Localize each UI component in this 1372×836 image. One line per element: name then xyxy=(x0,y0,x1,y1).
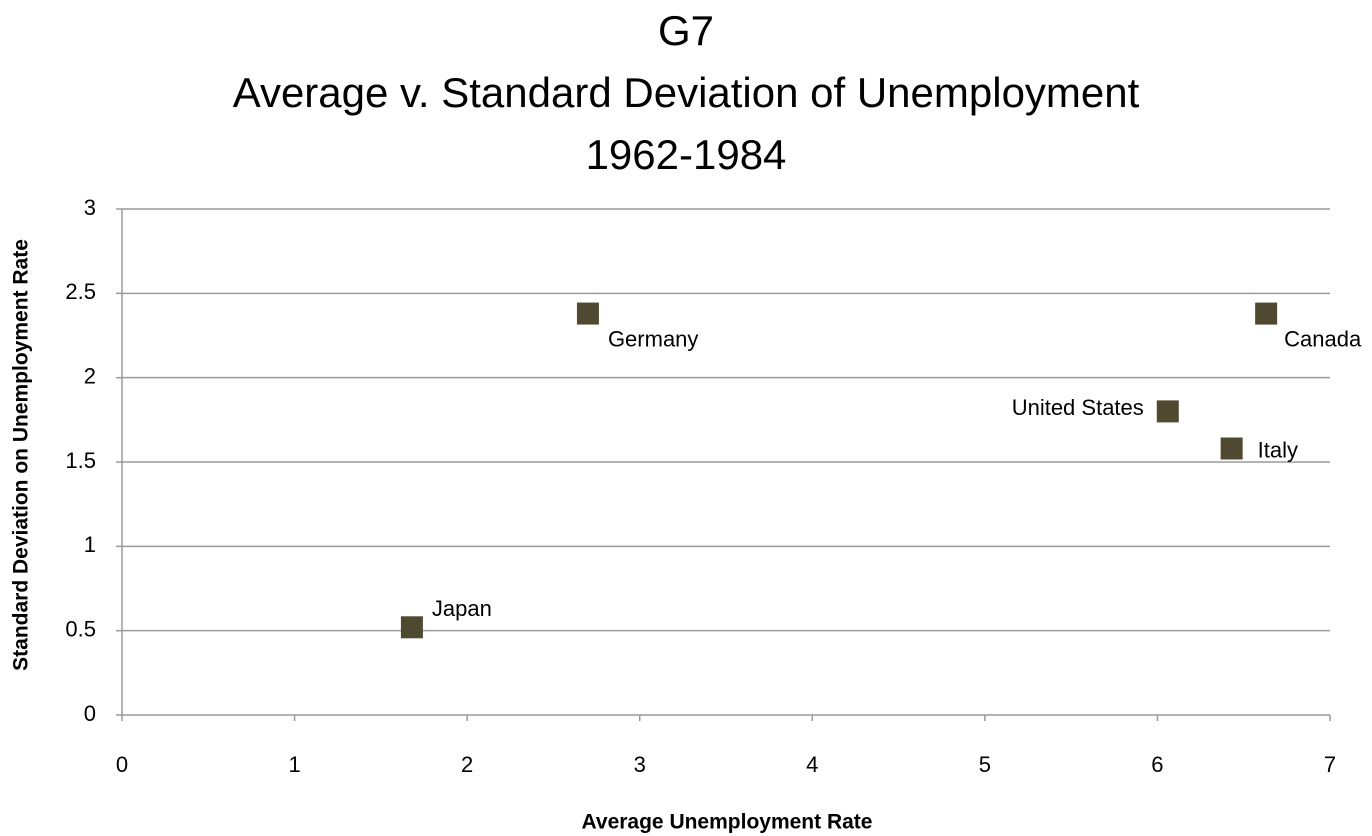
x-tick-label: 4 xyxy=(806,752,818,777)
y-tick-label: 0.5 xyxy=(65,616,96,641)
point-label: United States xyxy=(1012,395,1144,420)
chart-title: G7 xyxy=(658,7,714,54)
point-label: Germany xyxy=(608,326,698,351)
x-tick-label: 0 xyxy=(116,752,128,777)
y-tick-label: 1 xyxy=(84,532,96,557)
point-label: Canada xyxy=(1284,326,1362,351)
y-tick-label: 1.5 xyxy=(65,448,96,473)
x-tick-label: 3 xyxy=(634,752,646,777)
data-point xyxy=(1156,400,1179,423)
data-point xyxy=(400,616,423,639)
point-label: Japan xyxy=(432,596,492,621)
data-point xyxy=(1255,302,1278,325)
data-point xyxy=(1220,437,1243,460)
chart-title: 1962-1984 xyxy=(586,131,787,178)
chart-title: Average v. Standard Deviation of Unemplo… xyxy=(233,69,1140,116)
point-label: Italy xyxy=(1258,437,1298,462)
y-tick-label: 3 xyxy=(84,195,96,220)
x-tick-label: 1 xyxy=(288,752,300,777)
x-tick-label: 6 xyxy=(1151,752,1163,777)
x-tick-label: 7 xyxy=(1324,752,1336,777)
x-tick-label: 5 xyxy=(979,752,991,777)
data-point xyxy=(576,302,599,325)
y-tick-label: 2 xyxy=(84,363,96,388)
y-tick-label: 2.5 xyxy=(65,279,96,304)
x-tick-label: 2 xyxy=(461,752,473,777)
x-axis-label: Average Unemployment Rate xyxy=(582,811,873,834)
y-tick-label: 0 xyxy=(84,701,96,726)
y-axis-label: Standard Deviation on Unemployment Rate xyxy=(10,239,33,671)
